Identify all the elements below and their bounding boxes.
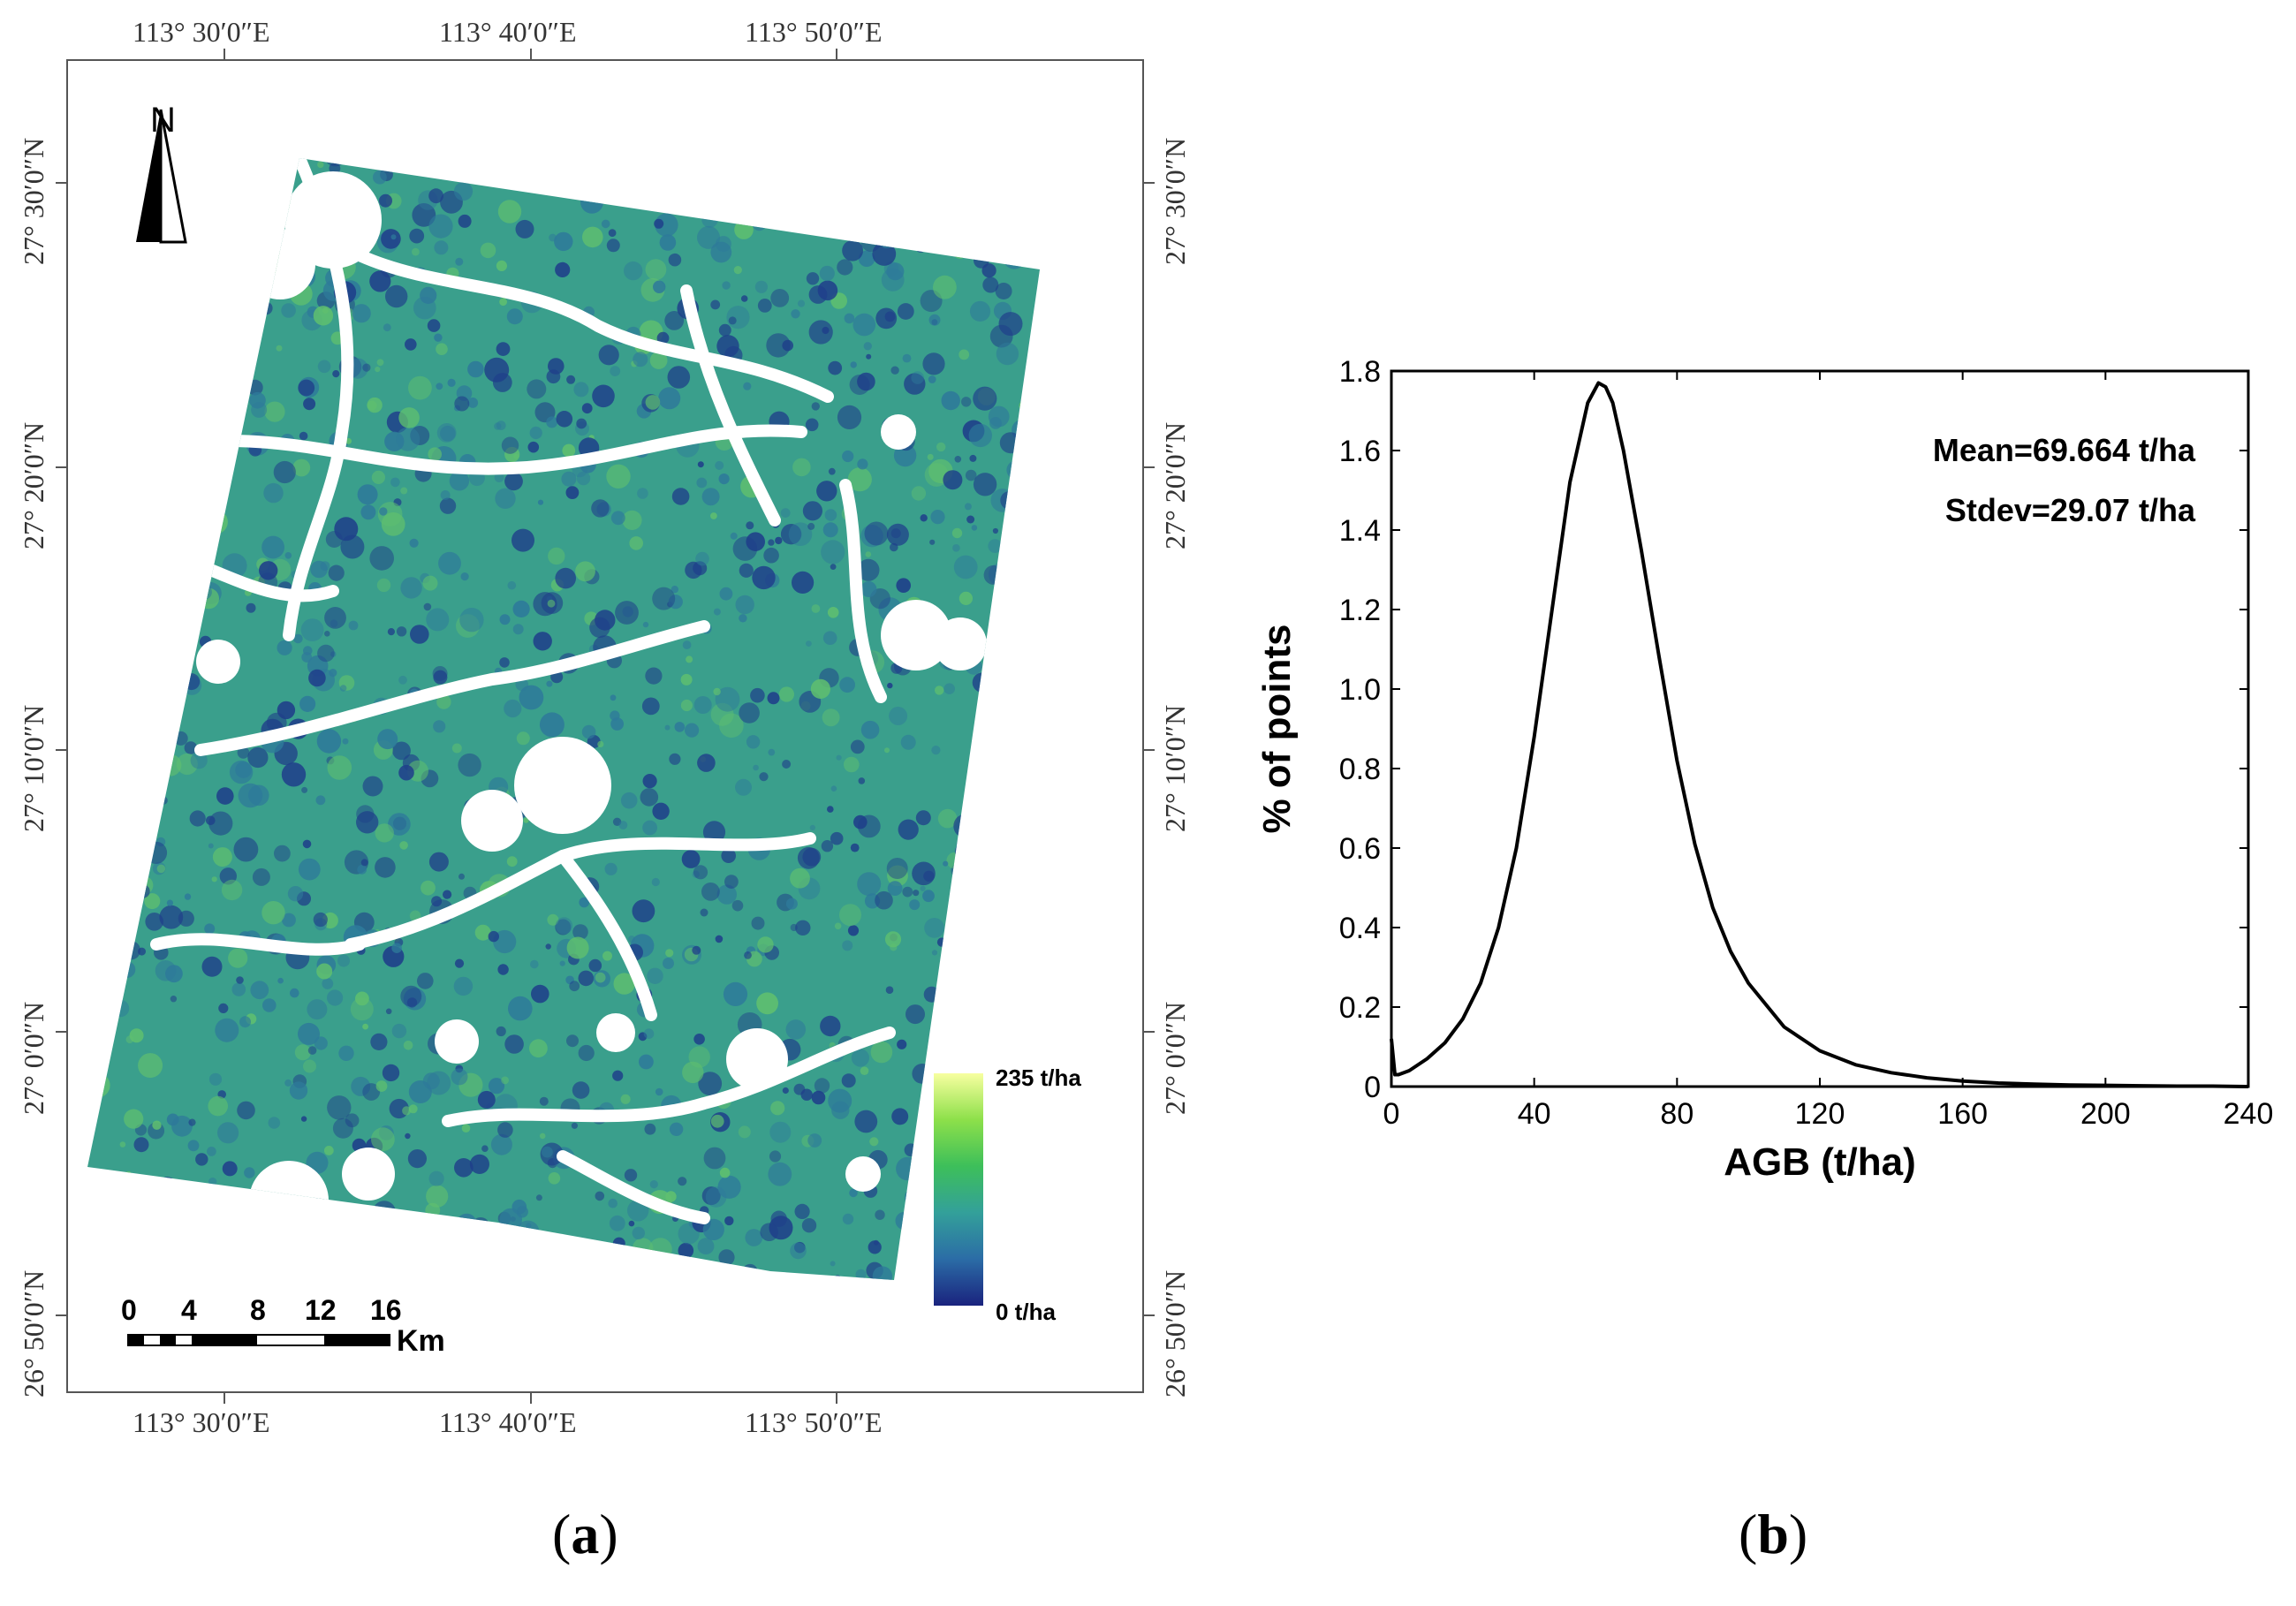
map-frame: N 235 t/ha 0 t/ha 0 4 8 12 16 Km: [66, 59, 1144, 1393]
lat-label-right-4: 27° 0′0″N: [1159, 1001, 1191, 1115]
lon-label-bottom-2: 113° 40′0″E: [439, 1406, 577, 1438]
x-tick-label: 0: [1383, 1097, 1400, 1131]
scale-tick-8: 8: [250, 1294, 266, 1326]
y-tick-label: 1.4: [1339, 514, 1381, 548]
lon-label-bottom-1: 113° 30′0″E: [133, 1406, 270, 1438]
caption-b: (b): [1739, 1503, 1808, 1565]
lat-label-left-1: 27° 30′0″N: [18, 137, 49, 265]
north-label: N: [150, 101, 176, 140]
x-tick-label: 80: [1660, 1097, 1694, 1131]
x-tick-label: 40: [1518, 1097, 1551, 1131]
stat-annotation: Mean=69.664 t/ha: [1933, 432, 2196, 468]
y-tick-label: 1.6: [1339, 435, 1381, 468]
y-axis-label: % of points: [1255, 624, 1299, 833]
scale-unit: Km: [397, 1324, 445, 1358]
x-tick-label: 240: [2224, 1097, 2274, 1131]
y-tick-label: 0.2: [1339, 991, 1381, 1025]
y-tick-label: 0.4: [1339, 912, 1381, 945]
scale-tick-0: 0: [121, 1294, 137, 1326]
lat-label-right-3: 27° 10′0″N: [1159, 704, 1191, 832]
x-axis-label: AGB (t/ha): [1724, 1140, 1916, 1184]
scale-bar: 0 4 8 12 16 Km: [121, 1294, 445, 1358]
lon-label-top-1: 113° 30′0″E: [133, 16, 270, 48]
scale-tick-12: 12: [305, 1294, 337, 1326]
y-tick-label: 0.8: [1339, 753, 1381, 786]
x-tick-label: 120: [1795, 1097, 1845, 1131]
plot-frame: [1390, 369, 2250, 1088]
y-tick-label: 0: [1364, 1071, 1381, 1104]
x-tick-label: 200: [2080, 1097, 2131, 1131]
legend-max-label: 235 t/ha: [996, 1064, 1081, 1091]
scale-tick-16: 16: [370, 1294, 402, 1326]
lat-label-left-3: 27° 10′0″N: [18, 704, 49, 832]
lat-label-right-2: 27° 20′0″N: [1159, 421, 1191, 549]
x-tick-label: 160: [1937, 1097, 1988, 1131]
distribution-curve: [1390, 381, 2249, 1088]
caption-a: (a): [552, 1503, 618, 1565]
lat-label-right-1: 27° 30′0″N: [1159, 137, 1191, 265]
agb-raster-map: N 235 t/ha 0 t/ha 0 4 8 12 16 Km: [87, 101, 1081, 1358]
y-tick-label: 1.0: [1339, 673, 1381, 707]
north-arrow-icon: [136, 109, 187, 244]
legend-min-label: 0 t/ha: [996, 1299, 1056, 1325]
lat-label-left-4: 27° 0′0″N: [18, 1001, 49, 1115]
stat-annotation: Stdev=29.07 t/ha: [1945, 492, 2196, 528]
lat-label-right-5: 26° 50′0″N: [1159, 1269, 1191, 1398]
lon-label-bottom-3: 113° 50′0″E: [745, 1406, 883, 1438]
agb-distribution-chart: 0 40 80 120 160 200 240 0 0.2 0.4 0.6 0.8 1.0 1.2 1.4 1…: [1255, 355, 2274, 1184]
y-tick-label: 1.8: [1339, 355, 1381, 389]
lat-label-left-5: 26° 50′0″N: [18, 1269, 49, 1398]
lon-label-top-3: 113° 50′0″E: [745, 16, 883, 48]
lon-label-top-2: 113° 40′0″E: [439, 16, 577, 48]
lat-label-left-2: 27° 20′0″N: [18, 421, 49, 549]
y-tick-label: 1.2: [1339, 594, 1381, 627]
y-tick-label: 0.6: [1339, 832, 1381, 866]
legend-colorbar: [934, 1073, 983, 1306]
scale-tick-4: 4: [181, 1294, 197, 1326]
